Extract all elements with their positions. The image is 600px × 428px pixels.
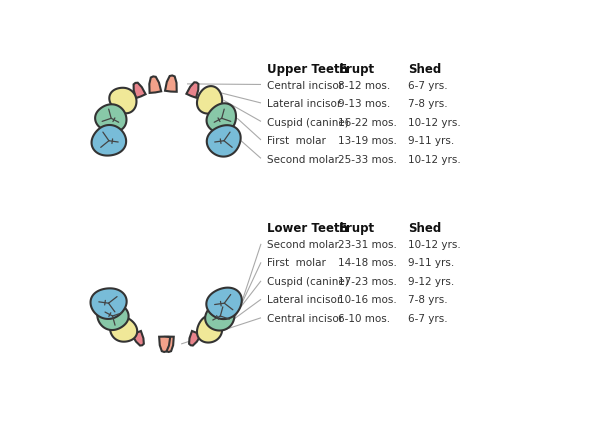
Text: 13-19 mos.: 13-19 mos. [338, 136, 397, 146]
Text: 17-23 mos.: 17-23 mos. [338, 277, 397, 287]
Polygon shape [97, 303, 128, 330]
Text: First  molar: First molar [267, 259, 326, 268]
Polygon shape [205, 301, 235, 330]
Text: Shed: Shed [408, 222, 442, 235]
Text: Second molar: Second molar [267, 240, 339, 250]
Polygon shape [207, 125, 241, 157]
Text: Cuspid (canine): Cuspid (canine) [267, 118, 349, 128]
Polygon shape [132, 331, 144, 345]
Text: 10-16 mos.: 10-16 mos. [338, 295, 397, 306]
Text: Lateral incisor: Lateral incisor [267, 99, 341, 109]
Text: 25-33 mos.: 25-33 mos. [338, 155, 397, 164]
Text: 23-31 mos.: 23-31 mos. [338, 240, 397, 250]
Text: 9-12 yrs.: 9-12 yrs. [408, 277, 455, 287]
Text: 6-7 yrs.: 6-7 yrs. [408, 80, 448, 91]
Polygon shape [187, 82, 199, 98]
Text: 7-8 yrs.: 7-8 yrs. [408, 295, 448, 306]
Text: 9-13 mos.: 9-13 mos. [338, 99, 391, 109]
Text: 14-18 mos.: 14-18 mos. [338, 259, 397, 268]
Polygon shape [206, 288, 242, 319]
Polygon shape [109, 88, 136, 113]
Text: 6-10 mos.: 6-10 mos. [338, 314, 391, 324]
Polygon shape [95, 104, 127, 132]
Text: Central incisor: Central incisor [267, 314, 343, 324]
Polygon shape [110, 316, 137, 342]
Text: 7-8 yrs.: 7-8 yrs. [408, 99, 448, 109]
Polygon shape [165, 75, 177, 92]
Text: Shed: Shed [408, 63, 442, 76]
Text: Upper Teeth: Upper Teeth [267, 63, 348, 76]
Polygon shape [189, 331, 201, 345]
Polygon shape [163, 337, 174, 352]
Text: Cuspid (canine): Cuspid (canine) [267, 277, 349, 287]
Text: Lateral incisor: Lateral incisor [267, 295, 341, 306]
Text: Erupt: Erupt [338, 222, 374, 235]
Polygon shape [149, 77, 161, 93]
Polygon shape [134, 83, 146, 98]
Polygon shape [92, 125, 126, 155]
Text: First  molar: First molar [267, 136, 326, 146]
Polygon shape [197, 86, 222, 113]
Text: 9-11 yrs.: 9-11 yrs. [408, 259, 455, 268]
Text: Central incisor: Central incisor [267, 80, 343, 91]
Text: 16-22 mos.: 16-22 mos. [338, 118, 397, 128]
Text: 10-12 yrs.: 10-12 yrs. [408, 155, 461, 164]
Text: 10-12 yrs.: 10-12 yrs. [408, 240, 461, 250]
Text: Second molar: Second molar [267, 155, 339, 164]
Text: Lower Teeth: Lower Teeth [267, 222, 348, 235]
Polygon shape [206, 103, 236, 133]
Text: 8-12 mos.: 8-12 mos. [338, 80, 391, 91]
Polygon shape [91, 288, 127, 319]
Text: 9-11 yrs.: 9-11 yrs. [408, 136, 455, 146]
Text: 10-12 yrs.: 10-12 yrs. [408, 118, 461, 128]
Polygon shape [197, 315, 222, 342]
Text: 6-7 yrs.: 6-7 yrs. [408, 314, 448, 324]
Text: Erupt: Erupt [338, 63, 374, 76]
Polygon shape [159, 337, 170, 352]
